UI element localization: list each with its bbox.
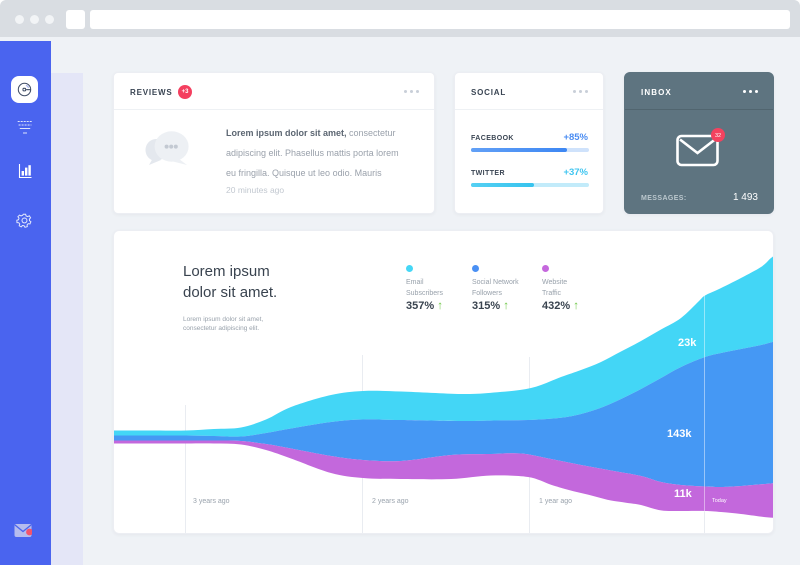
svg-text:Today: Today bbox=[712, 498, 727, 504]
svg-text:143k: 143k bbox=[667, 428, 692, 440]
svg-text:3 years ago: 3 years ago bbox=[193, 498, 230, 505]
svg-text:2 years ago: 2 years ago bbox=[372, 498, 409, 505]
svg-text:1 year ago: 1 year ago bbox=[539, 498, 572, 505]
svg-text:32: 32 bbox=[715, 133, 721, 139]
svg-text:11k: 11k bbox=[674, 488, 693, 500]
svg-text:23k: 23k bbox=[678, 337, 697, 349]
